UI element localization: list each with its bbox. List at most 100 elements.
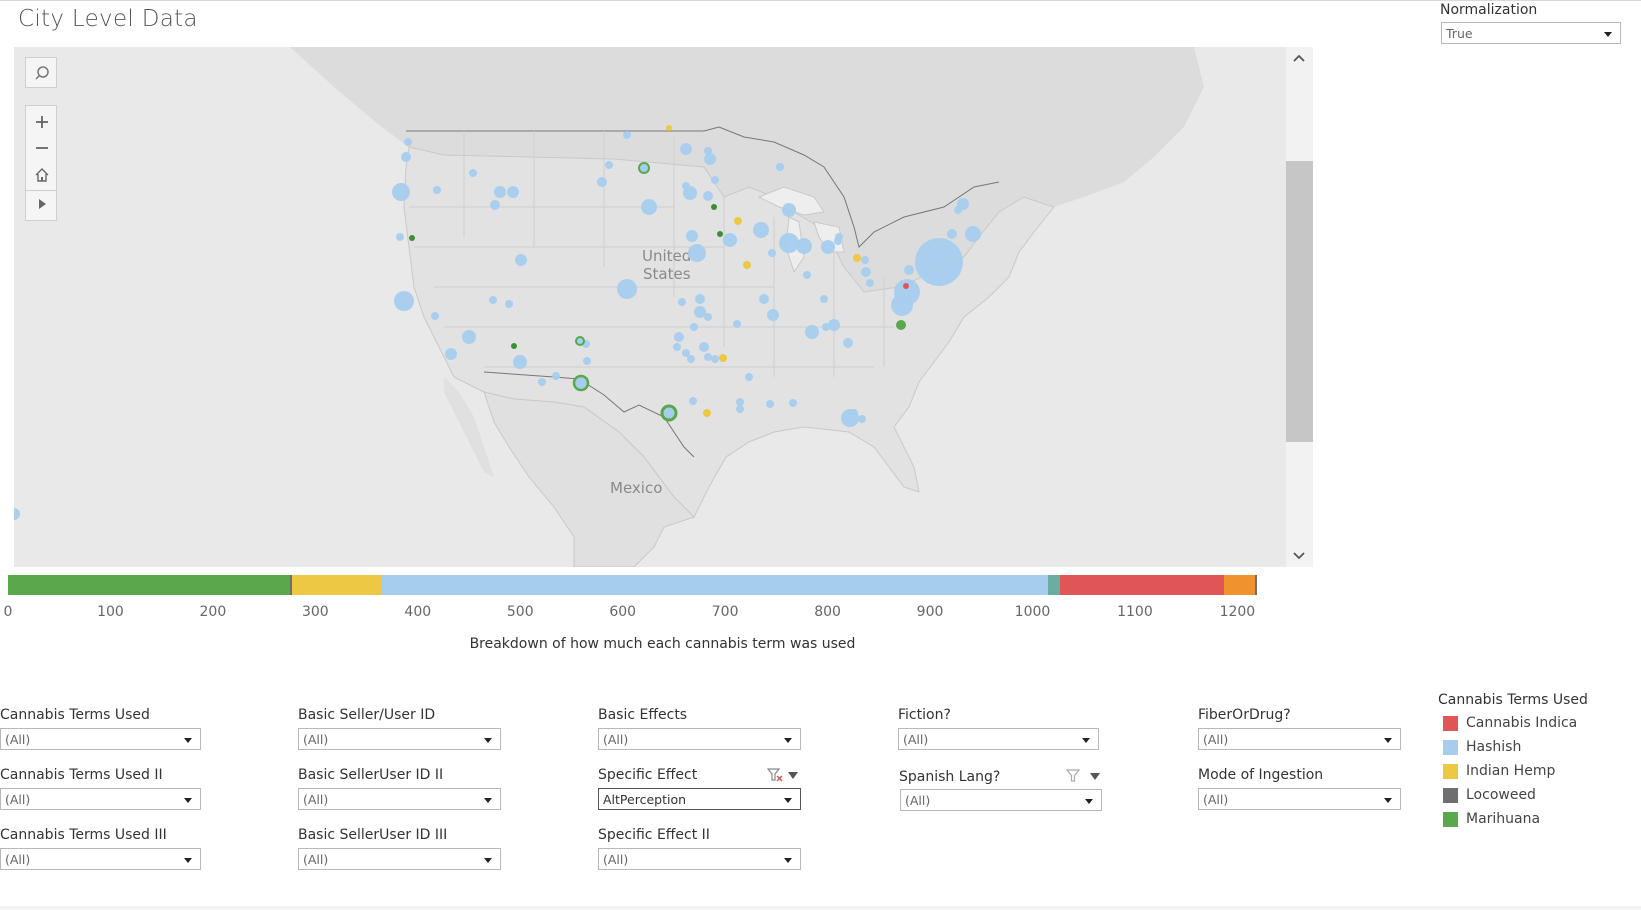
scrollbar-thumb[interactable] (1286, 161, 1313, 442)
city-marker[interactable] (782, 203, 796, 217)
city-marker[interactable] (711, 355, 719, 363)
city-marker-green[interactable] (711, 204, 717, 210)
filter-dropdown-seller-id-ii[interactable]: (All) (298, 788, 501, 810)
city-marker[interactable] (753, 222, 769, 238)
filter-dropdown-fiction[interactable]: (All) (898, 728, 1099, 750)
city-marker[interactable] (401, 152, 411, 162)
city-marker[interactable] (703, 191, 713, 201)
bar-segment[interactable] (1254, 575, 1257, 595)
chevron-up-icon[interactable] (1293, 53, 1305, 65)
filter-dropdown-seller-id[interactable]: (All) (298, 728, 501, 750)
city-marker[interactable] (687, 355, 695, 363)
city-marker[interactable] (494, 186, 506, 198)
city-marker[interactable] (641, 199, 657, 215)
filter-dropdown-mode-of-ingestion[interactable]: (All) (1198, 788, 1401, 810)
city-marker[interactable] (683, 186, 697, 200)
city-marker[interactable] (699, 342, 709, 352)
filter-dropdown-terms-ii[interactable]: (All) (0, 788, 201, 810)
clear-filter-icon[interactable] (767, 768, 783, 782)
zoom-out-icon[interactable] (26, 135, 57, 161)
city-marker[interactable] (694, 306, 706, 318)
bar-segment[interactable] (1047, 575, 1061, 595)
legend-item-marihuana[interactable]: Marihuana (1443, 811, 1540, 827)
city-marker[interactable] (552, 372, 560, 380)
bar-segment[interactable] (1060, 575, 1225, 595)
city-marker[interactable] (736, 405, 744, 413)
city-marker[interactable] (776, 163, 784, 171)
search-icon[interactable] (26, 60, 57, 86)
city-marker[interactable] (445, 348, 457, 360)
city-marker[interactable] (597, 177, 607, 187)
city-marker[interactable] (404, 138, 412, 146)
city-marker-green[interactable] (638, 162, 650, 174)
filter-dropdown-terms[interactable]: (All) (0, 728, 201, 750)
city-marker[interactable] (462, 330, 476, 344)
legend-item-indian-hemp[interactable]: Indian Hemp (1443, 763, 1555, 779)
normalization-dropdown[interactable]: True (1441, 22, 1621, 44)
city-map[interactable]: United States Mexico (14, 47, 1286, 567)
city-marker-green[interactable] (572, 374, 590, 392)
city-marker[interactable] (915, 238, 963, 286)
city-marker[interactable] (843, 338, 853, 348)
city-marker[interactable] (688, 244, 706, 262)
city-marker[interactable] (394, 291, 414, 311)
filter-dropdown-fiber-or-drug[interactable]: (All) (1198, 728, 1401, 750)
city-marker[interactable] (736, 398, 744, 406)
city-marker-green[interactable] (717, 231, 723, 237)
city-marker[interactable] (861, 267, 871, 277)
city-marker[interactable] (954, 206, 962, 214)
city-marker[interactable] (682, 349, 690, 357)
city-marker[interactable] (695, 294, 705, 304)
city-marker-yellow[interactable] (743, 261, 751, 269)
city-marker[interactable] (678, 298, 686, 306)
city-marker[interactable] (686, 230, 698, 242)
city-marker[interactable] (904, 265, 914, 275)
city-marker[interactable] (673, 343, 681, 351)
city-marker[interactable] (828, 319, 840, 331)
city-marker[interactable] (834, 237, 842, 245)
city-marker[interactable] (704, 153, 716, 165)
city-marker-yellow[interactable] (734, 217, 742, 225)
city-marker[interactable] (891, 294, 913, 316)
city-marker[interactable] (507, 186, 519, 198)
filter-menu-icon[interactable] (788, 772, 798, 780)
city-marker[interactable] (513, 355, 527, 369)
filter-dropdown-terms-iii[interactable]: (All) (0, 848, 201, 870)
filter-icon[interactable] (1066, 769, 1080, 783)
zoom-in-icon[interactable] (26, 109, 57, 135)
city-marker-green[interactable] (575, 336, 585, 346)
filter-menu-icon[interactable] (1090, 773, 1100, 781)
city-marker[interactable] (789, 399, 797, 407)
city-marker[interactable] (965, 226, 981, 242)
city-marker-green[interactable] (409, 235, 415, 241)
city-marker-yellow[interactable] (853, 254, 861, 262)
city-marker[interactable] (796, 238, 812, 254)
city-marker[interactable] (489, 296, 497, 304)
city-marker-green[interactable] (896, 320, 906, 330)
city-marker[interactable] (745, 373, 753, 381)
filter-dropdown-seller-id-iii[interactable]: (All) (298, 848, 501, 870)
city-marker[interactable] (820, 295, 828, 303)
city-marker[interactable] (617, 279, 637, 299)
city-marker-green[interactable] (660, 404, 678, 422)
map-search-tool[interactable] (25, 57, 57, 88)
city-marker[interactable] (583, 357, 591, 365)
chevron-down-icon[interactable] (1293, 549, 1305, 561)
city-marker[interactable] (866, 279, 874, 287)
city-marker[interactable] (689, 397, 697, 405)
city-marker[interactable] (680, 143, 692, 155)
city-marker[interactable] (822, 323, 830, 331)
city-marker[interactable] (14, 508, 20, 520)
city-marker[interactable] (805, 325, 819, 339)
legend-item-cannabis-indica[interactable]: Cannabis Indica (1443, 715, 1577, 731)
city-marker[interactable] (490, 200, 500, 210)
city-marker[interactable] (947, 229, 957, 239)
bar-segment[interactable] (291, 575, 382, 595)
city-marker[interactable] (505, 300, 513, 308)
city-marker[interactable] (779, 233, 799, 253)
city-marker[interactable] (861, 256, 869, 264)
city-marker[interactable] (392, 183, 410, 201)
city-marker[interactable] (396, 233, 404, 241)
city-marker[interactable] (431, 312, 439, 320)
city-marker[interactable] (768, 249, 776, 257)
